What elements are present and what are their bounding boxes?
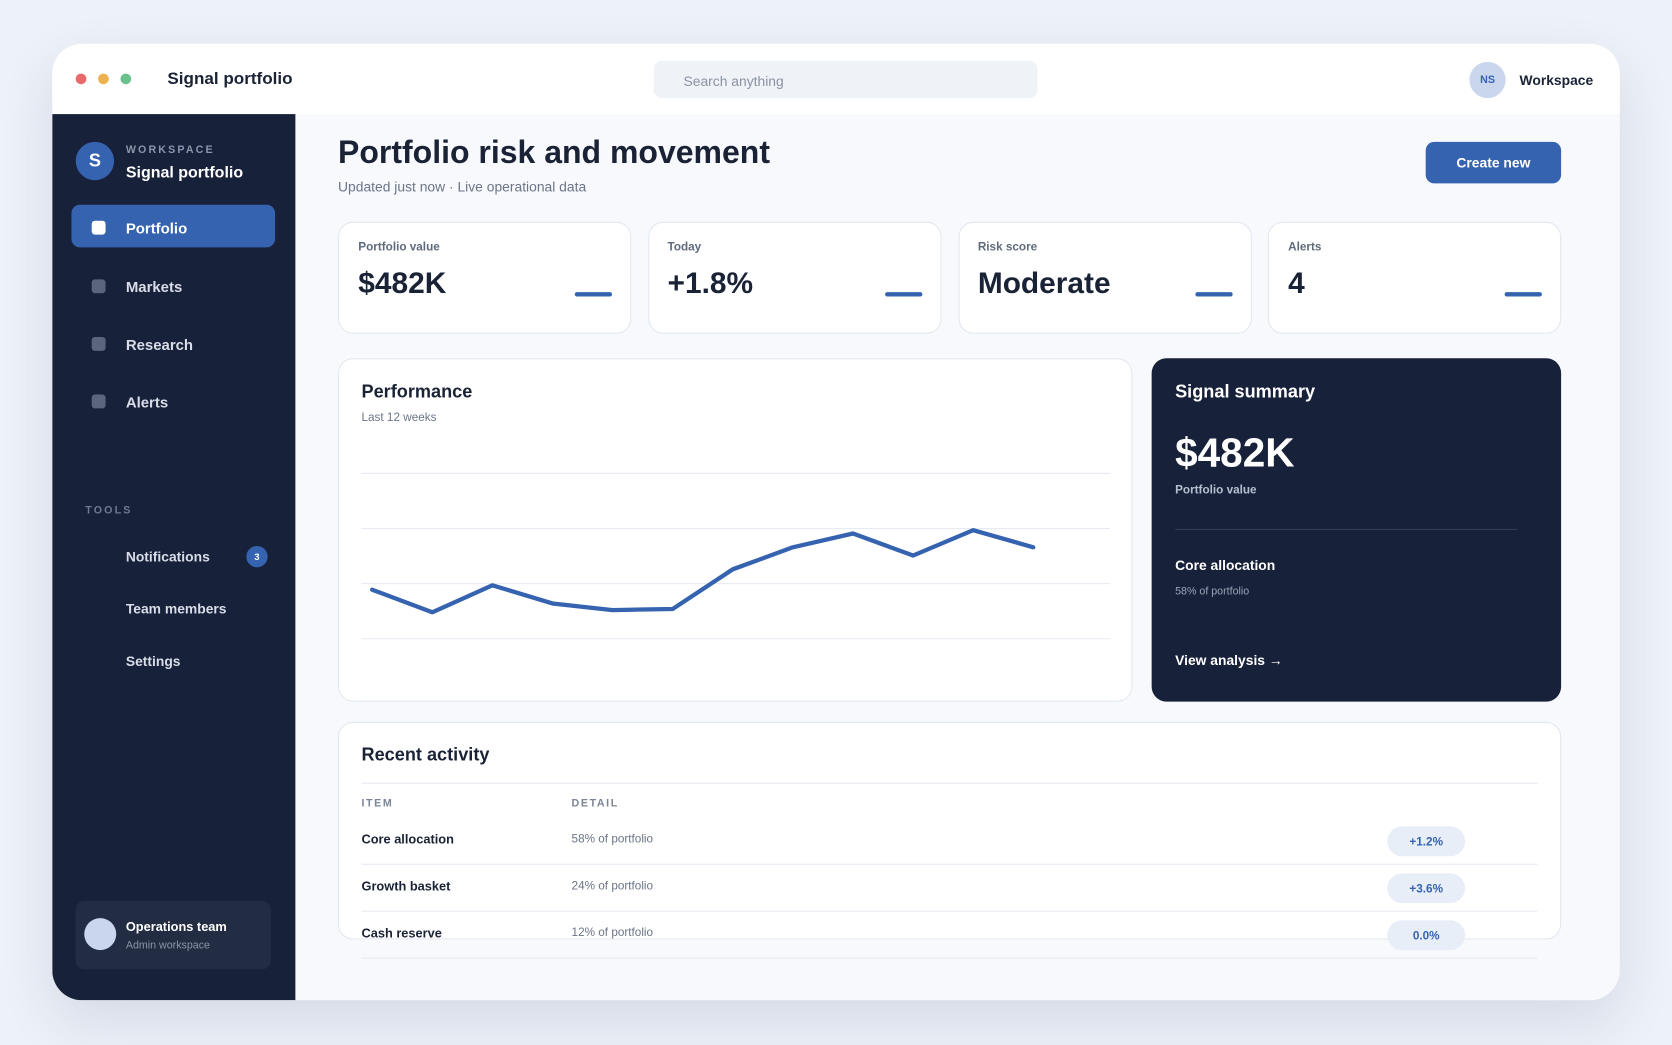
row-item: Cash reserve <box>361 925 442 941</box>
kpi-card <box>1267 221 1562 334</box>
activity-card <box>338 721 1562 940</box>
window-dot <box>120 73 132 85</box>
row-item: Growth basket <box>361 878 451 894</box>
card-title: Performance <box>361 381 473 403</box>
tool-item[interactable]: Notifications <box>125 548 210 565</box>
team-role: Admin workspace <box>125 939 210 952</box>
summary-item: Core allocation <box>1175 557 1276 574</box>
workspace-avatar: S <box>75 141 115 181</box>
team-name: Operations team <box>125 919 227 935</box>
page-title: Portfolio risk and movement <box>338 135 770 171</box>
nav-item[interactable]: Portfolio <box>125 219 188 237</box>
nav-item[interactable]: Markets <box>125 278 183 296</box>
nav-icon <box>91 394 106 409</box>
search-placeholder: Search anything <box>683 73 784 90</box>
kpi-value: Moderate <box>977 266 1111 300</box>
nav-icon <box>91 336 106 351</box>
kpi-label: Risk score <box>977 240 1038 254</box>
kpi-card <box>958 221 1252 334</box>
kpi-accent <box>1195 292 1233 297</box>
row-divider <box>361 863 1538 865</box>
window-dot <box>75 73 87 85</box>
workspace-name: Signal portfolio <box>125 163 244 182</box>
user-avatar[interactable]: NS <box>1469 61 1506 99</box>
divider <box>361 782 1538 784</box>
summary-card <box>1151 358 1562 702</box>
row-divider <box>361 957 1538 959</box>
kpi-accent <box>574 292 613 297</box>
summary-item-detail: 58% of portfolio <box>1175 585 1250 598</box>
summary-divider <box>1175 528 1518 530</box>
row-item: Core allocation <box>361 831 454 847</box>
page-subtitle: Updated just now · Live operational data <box>338 178 587 195</box>
tool-item[interactable]: Team members <box>125 600 227 617</box>
performance-line <box>370 528 1036 615</box>
summary-title: Signal summary <box>1175 381 1316 403</box>
kpi-value: 4 <box>1288 266 1305 300</box>
nav-icon <box>91 220 106 235</box>
column-header: DETAIL <box>571 798 619 810</box>
window-dot <box>98 73 109 85</box>
kpi-value: $482K <box>358 266 447 300</box>
kpi-value: +1.8% <box>667 266 754 300</box>
row-detail: 24% of portfolio <box>571 879 654 893</box>
performance-card <box>338 358 1133 702</box>
card-subtitle: Last 12 weeks <box>361 411 437 425</box>
kpi-card <box>338 221 632 334</box>
row-change: +1.2% <box>1387 826 1466 857</box>
nav-icon <box>91 279 106 294</box>
workspace-label[interactable]: Workspace <box>1519 71 1594 88</box>
row-change: 0.0% <box>1387 920 1466 951</box>
nav-item[interactable]: Research <box>125 335 194 353</box>
row-change: +3.6% <box>1387 873 1466 904</box>
app-title: Signal portfolio <box>167 70 293 89</box>
summary-value-label: Portfolio value <box>1175 484 1257 497</box>
kpi-card <box>648 221 942 334</box>
row-detail: 12% of portfolio <box>571 926 654 940</box>
workspace-caption: WORKSPACE <box>125 144 215 157</box>
tool-item[interactable]: Settings <box>125 653 181 670</box>
row-divider <box>361 910 1538 912</box>
summary-value: $482K <box>1175 431 1295 477</box>
kpi-accent <box>1504 292 1542 297</box>
nav-item[interactable]: Alerts <box>125 393 169 411</box>
kpi-label: Today <box>667 240 702 254</box>
search-box[interactable] <box>653 60 1038 99</box>
kpi-label: Alerts <box>1288 240 1322 254</box>
kpi-accent <box>885 292 923 297</box>
summary-link[interactable]: View analysis → <box>1175 652 1283 669</box>
row-detail: 58% of portfolio <box>571 832 654 846</box>
notification-badge: 3 <box>246 545 268 568</box>
performance-chart <box>361 472 1111 640</box>
activity-title: Recent activity <box>361 744 490 765</box>
tools-caption: TOOLS <box>85 504 133 517</box>
column-header: ITEM <box>361 798 394 810</box>
kpi-label: Portfolio value <box>358 240 440 254</box>
team-avatar <box>84 918 117 951</box>
create-button[interactable]: Create new <box>1425 141 1562 184</box>
